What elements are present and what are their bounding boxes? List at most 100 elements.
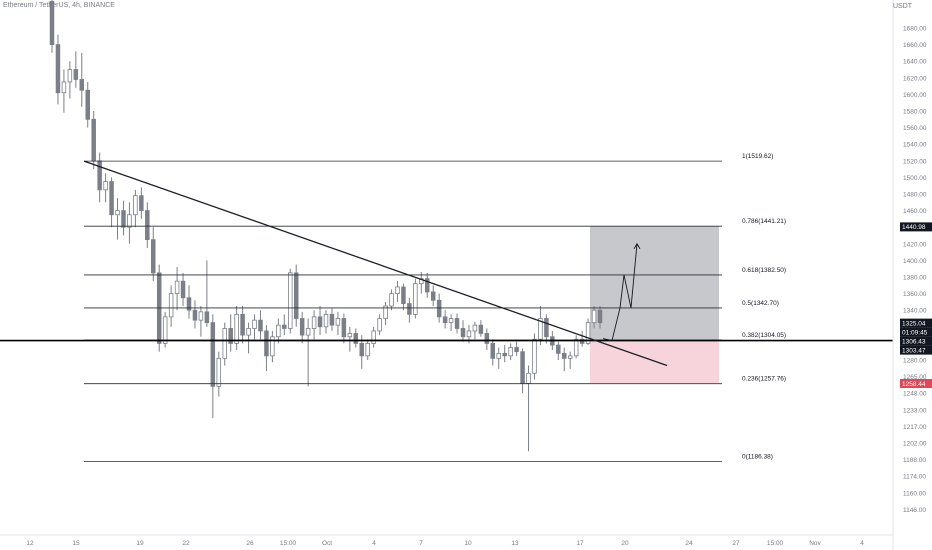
price-tick-label: 1580.00: [903, 109, 927, 116]
candle-up: [270, 336, 275, 357]
time-tick-label: 26: [246, 540, 254, 547]
candle-down: [430, 291, 436, 301]
price-tag: [900, 327, 932, 337]
time-tick-label: 17: [576, 540, 584, 547]
candle-down: [91, 118, 96, 162]
price-axis: 1680.00 1660.00 1640.00 1620.00 1600.00 1580.…: [892, 0, 927, 550]
candle-up: [115, 210, 120, 216]
candle-down: [258, 319, 263, 332]
fib-level-label: 0.382(1304.05): [742, 332, 786, 339]
candle-down: [544, 318, 549, 338]
price-tick-label: 1248.00: [903, 391, 927, 398]
candle-up: [567, 355, 573, 359]
candle-up: [538, 318, 543, 340]
time-tick-label: Oct: [322, 540, 332, 547]
price-tag: [900, 345, 932, 355]
candle-down: [454, 318, 460, 329]
time-axis: 12 15 19 22 26 15:00 Oct 4 7 10 13 17 20 24 27 15:00 Nov…: [0, 534, 893, 547]
price-tick-label: 1480.00: [903, 192, 927, 199]
candle-down: [293, 272, 299, 319]
candle-down: [210, 322, 216, 387]
candle-down: [520, 351, 525, 384]
candle-down: [73, 69, 79, 80]
price-tick-label: 1640.00: [903, 59, 927, 66]
candle-down: [228, 328, 233, 344]
fib-level-label: 1(1519.62): [742, 153, 773, 160]
price-tag: [900, 222, 932, 232]
candle-up: [234, 313, 239, 344]
candle-up: [252, 319, 257, 329]
candle-up: [103, 181, 108, 191]
candle-up: [347, 333, 353, 338]
candle-down: [79, 79, 85, 91]
candle-down: [109, 181, 114, 216]
candle-up: [162, 316, 168, 344]
price-tick-label: 1420.00: [903, 241, 927, 248]
candle-up: [305, 328, 311, 336]
candle-down: [353, 333, 359, 344]
candle-up: [323, 313, 329, 328]
candle-down: [282, 324, 287, 329]
candle-up: [198, 311, 204, 321]
candle-up: [377, 318, 382, 332]
time-tick-label: 27: [732, 540, 740, 547]
candle-up: [222, 328, 227, 359]
time-tick-label: 24: [685, 540, 693, 547]
candle-up: [67, 69, 73, 83]
candle-up: [127, 214, 132, 228]
time-tick-label: 7: [419, 540, 423, 547]
candle-down: [85, 89, 90, 120]
candle-down: [264, 330, 269, 357]
time-tick-label: 12: [26, 540, 34, 547]
price-tick-label: 1540.00: [903, 142, 927, 149]
price-tick-label: 1460.00: [903, 208, 927, 215]
candles: [49, 0, 603, 452]
candle-down: [317, 316, 323, 328]
candle-up: [365, 342, 370, 357]
candle-down: [359, 342, 364, 357]
price-tag: [900, 336, 932, 346]
candle-up: [585, 322, 591, 344]
candle-up: [383, 305, 388, 319]
candle-down: [597, 309, 603, 324]
candle-down: [579, 338, 585, 344]
price-tick-label: 1500.00: [903, 175, 927, 182]
candle-down: [180, 280, 186, 299]
candle-down: [484, 333, 490, 344]
candle-up: [288, 272, 293, 329]
fib-level-label: 0.236(1257.76): [742, 376, 786, 383]
candle-down: [186, 297, 192, 311]
candle-up: [133, 195, 138, 216]
price-tick-label: 1380.00: [903, 275, 927, 282]
price-tick-label: 1600.00: [903, 92, 927, 99]
price-tags: 1440.98 1325.04 01:09:45 1306.43 1303.47 1258…: [900, 222, 932, 389]
candle-down: [139, 195, 144, 212]
price-tag-label: 01:09:45: [902, 329, 928, 336]
time-tick-label: 15:00: [767, 540, 784, 547]
price-tick-label: 1188.00: [903, 457, 926, 464]
candle-down: [556, 344, 561, 354]
descending-trendline: [83, 160, 668, 367]
price-tick-label: 1360.00: [903, 291, 927, 298]
candle-up: [526, 372, 531, 384]
price-tag: [900, 318, 932, 328]
time-tick-label: Nov: [809, 540, 821, 547]
price-tick-label: 1680.00: [903, 26, 927, 33]
price-tick-label: 1400.00: [903, 258, 927, 265]
candle-up: [395, 286, 400, 294]
price-tick-label: 1217.00: [903, 424, 927, 431]
price-tag-label: 1306.43: [902, 338, 926, 345]
candle-up: [508, 347, 513, 357]
candle-down: [49, 1, 55, 45]
price-tick-label: 1280.00: [903, 358, 927, 365]
price-tick-label: 1620.00: [903, 75, 927, 82]
price-tick-label: 1340.00: [903, 308, 927, 315]
price-tick-label: 1560.00: [903, 125, 927, 132]
candle-down: [436, 299, 442, 318]
candle-down: [204, 311, 210, 324]
candle-down: [478, 324, 484, 334]
candle-up: [311, 316, 317, 329]
candle-up: [413, 283, 418, 315]
candle-down: [55, 44, 61, 94]
